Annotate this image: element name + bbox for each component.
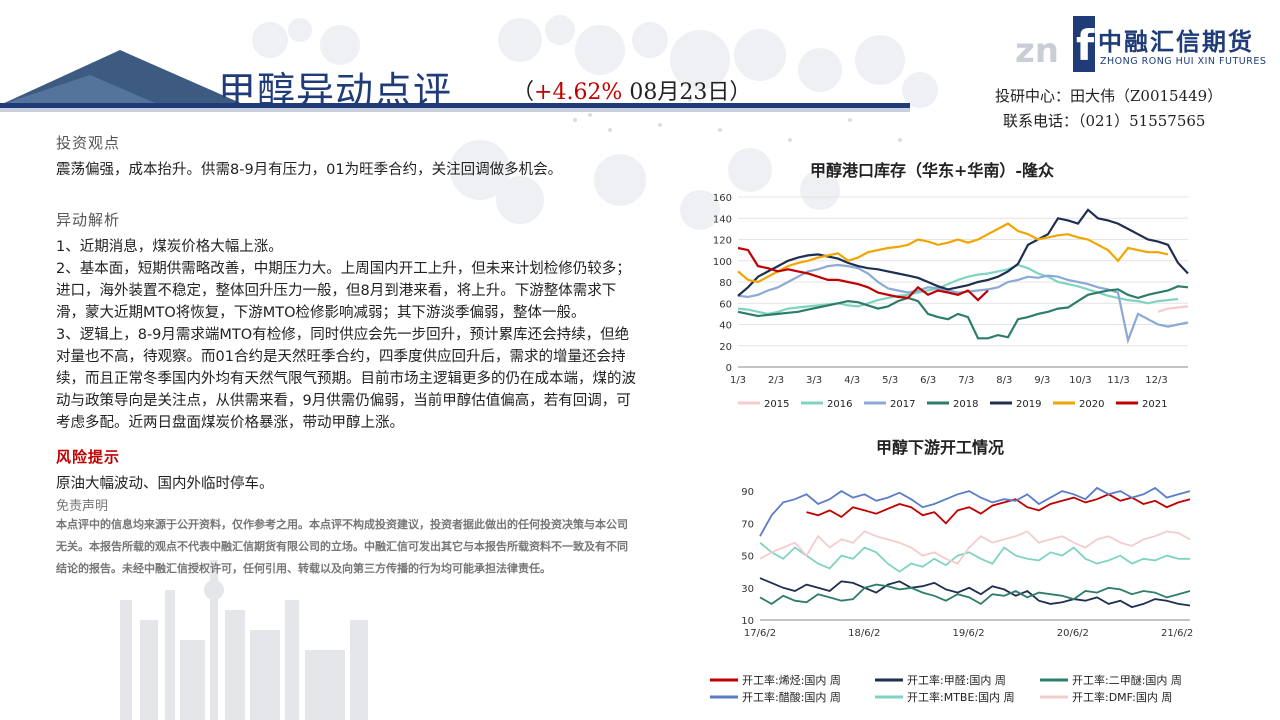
x-tick-label: 11/3	[1107, 375, 1129, 386]
x-tick-label: 19/6/2	[952, 628, 984, 639]
company-logo: zn f	[1015, 16, 1095, 72]
analysis-text: 1、近期消息，煤炭价格大幅上涨。 2、基本面，短期供需略改善，中期压力大。上周国…	[56, 236, 636, 434]
y-tick-label: 60	[719, 299, 732, 310]
logo-mark: f	[1076, 21, 1095, 70]
subtitle-date: 08月23日）	[622, 80, 752, 105]
series-line-2	[759, 583, 1191, 605]
x-tick-label: 7/3	[958, 375, 974, 386]
x-tick-label: 20/6/2	[1057, 628, 1089, 639]
y-tick-label: 80	[719, 278, 732, 289]
page-subtitle: （+4.62% 08月23日）	[512, 74, 751, 106]
downstream-chart: 10 30 50 70 90 17/6/2 18/6/2 19/6/2 20/6/2 21/6/2…	[710, 486, 1193, 704]
x-tick-label: 17/6/2	[744, 628, 776, 639]
legend-label: 开工率:MTBE:国内 周	[907, 690, 1015, 704]
analysis-paragraph-3: 3、逻辑上，8-9月需求端MTO有检修，同时供应会先一步回升，预计累库还会持续，…	[56, 327, 636, 431]
x-tick-label: 2/3	[768, 375, 784, 386]
x-tick-label: 4/3	[844, 375, 860, 386]
commentary-column: 投资观点 震荡偏强，成本抬升。供需8-9月有压力，01为旺季合约，关注回调做多机…	[56, 132, 636, 580]
legend-label: 2021	[1142, 399, 1167, 410]
y-tick-label: 40	[719, 321, 732, 332]
chart1-title: 甲醇港口库存（华东+华南）-隆众	[810, 161, 1055, 180]
y-tick-label: 160	[713, 193, 732, 204]
series-line-5	[737, 222, 1169, 284]
series-line-6	[737, 246, 989, 302]
chart2-title: 甲醇下游开工情况	[876, 438, 1005, 457]
y-tick-label: 30	[741, 584, 754, 595]
series-line-1	[759, 577, 1191, 609]
logo-watermark: zn	[1015, 31, 1059, 71]
series-line-5	[759, 530, 1191, 565]
legend-label: 开工率:DMF:国内 周	[1072, 690, 1172, 704]
legend-label: 2016	[827, 399, 852, 410]
contact-info: 投研中心：田大伟（Z0015449） 联系电话：（021）51557565	[995, 84, 1222, 134]
legend-label: 开工率:醋酸:国内 周	[742, 690, 841, 704]
series-line-0	[1157, 305, 1189, 313]
legend-label: 2018	[953, 399, 978, 410]
legend-label: 2017	[890, 399, 915, 410]
x-tick-label: 1/3	[730, 375, 746, 386]
y-tick-label: 0	[726, 363, 732, 374]
series-line-2	[737, 263, 1189, 345]
series-line-4	[759, 542, 1190, 573]
y-tick-label: 50	[741, 552, 754, 563]
y-tick-label: 120	[713, 236, 732, 247]
subtitle-open: （	[512, 80, 535, 105]
y-tick-label: 10	[741, 616, 754, 627]
legend-label: 开工率:二甲醚:国内 周	[1072, 673, 1182, 687]
risk-text: 原油大幅波动、国内外临时停车。	[56, 476, 274, 492]
series-line-3	[737, 285, 1189, 340]
analysis-paragraph-2: 2、基本面，短期供需略改善，中期压力大。上周国内开工上升，但未来计划检修仍较多；…	[56, 261, 631, 321]
logo-text-cn: 中融汇信期货	[1098, 28, 1254, 56]
x-tick-label: 3/3	[806, 375, 822, 386]
x-tick-label: 21/6/2	[1161, 628, 1193, 639]
phone-line: 联系电话：（021）51557565	[1003, 112, 1206, 130]
y-tick-label: 20	[719, 342, 732, 353]
disclaimer-text: 本点评中的信息均来源于公开资料，仅作参考之用。本点评不构成投资建议，投资者据此做…	[56, 518, 628, 575]
y-tick-label: 100	[713, 257, 732, 268]
analysis-section-title: 异动解析	[56, 211, 121, 229]
analyst-line: 投研中心：田大伟（Z0015449）	[995, 87, 1223, 105]
x-tick-label: 18/6/2	[848, 628, 880, 639]
analysis-paragraph-1: 1、近期消息，煤炭价格大幅上涨。	[56, 239, 283, 255]
view-section-title: 投资观点	[56, 134, 121, 152]
risk-section-title: 风险提示	[56, 448, 121, 466]
x-tick-label: 12/3	[1145, 375, 1167, 386]
y-tick-label: 140	[713, 214, 732, 225]
legend-label: 2015	[764, 399, 789, 410]
x-tick-label: 8/3	[996, 375, 1012, 386]
series-line-3	[759, 486, 1191, 537]
x-tick-label: 9/3	[1034, 375, 1050, 386]
change-percent: +4.62%	[534, 80, 623, 105]
disclaimer-title: 免责声明	[56, 499, 109, 514]
legend-label: 2019	[1016, 399, 1041, 410]
page-title: 甲醇异动点评	[218, 69, 453, 113]
x-tick-label: 10/3	[1069, 375, 1091, 386]
series-line-4	[737, 208, 1189, 297]
view-text: 震荡偏强，成本抬升。供需8-9月有压力，01为旺季合约，关注回调做多机会。	[56, 162, 563, 178]
y-tick-label: 90	[741, 487, 754, 498]
series-line-1	[737, 263, 1179, 316]
legend-label: 开工率:烯烃:国内 周	[742, 673, 841, 687]
series-line-0	[806, 493, 1191, 525]
x-tick-label: 5/3	[882, 375, 898, 386]
inventory-chart: 0 20 40 60 80 100 120 140 160 1/3 2/3 3/3 4/3 5/3 6/3 7…	[713, 193, 1189, 410]
legend-label: 开工率:甲醛:国内 周	[907, 673, 1006, 687]
x-tick-label: 6/3	[920, 375, 936, 386]
logo-text-en: ZHONG RONG HUI XIN FUTURES	[1100, 56, 1267, 67]
legend-label: 2020	[1079, 399, 1104, 410]
y-tick-label: 70	[741, 519, 754, 530]
